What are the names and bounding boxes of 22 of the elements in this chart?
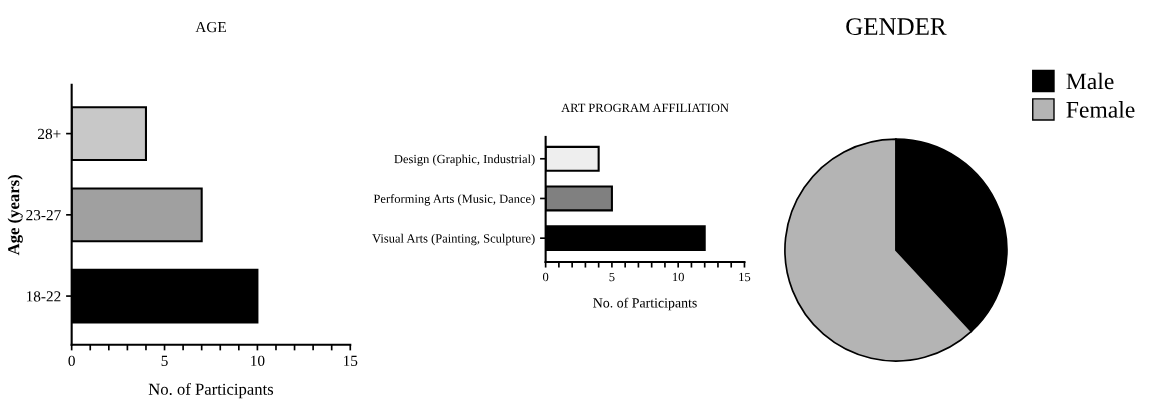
chart-title: ART PROGRAM AFFILIATION — [561, 103, 729, 113]
y-tick-label: 23-27 — [26, 210, 61, 221]
x-tick-label: 5 — [161, 355, 168, 366]
x-tick-label: 0 — [542, 272, 549, 282]
x-tick-label: 5 — [609, 272, 615, 282]
chart-title: GENDER — [846, 18, 947, 35]
y-tick-label: 18-22 — [26, 291, 61, 302]
legend-label: Male — [1066, 72, 1114, 90]
x-axis-title: No. of Participants — [593, 297, 697, 311]
y-axis-title: Age (years) — [7, 175, 23, 256]
x-tick-label: 10 — [673, 272, 684, 282]
x-tick-label: 0 — [68, 355, 75, 366]
x-axis-title: No. of Participants — [148, 382, 274, 399]
y-tick-label: 28+ — [38, 128, 61, 140]
x-tick-label: 10 — [251, 355, 265, 366]
chart-title: AGE — [195, 21, 226, 33]
x-tick-label: 15 — [739, 272, 751, 282]
y-tick-label: Visual Arts (Painting, Sculpture) — [372, 233, 535, 246]
x-tick-label: 15 — [343, 355, 358, 366]
y-tick-label: Design (Graphic, Industrial) — [394, 154, 535, 166]
y-tick-label: Performing Arts (Music, Dance) — [373, 194, 535, 206]
legend-label: Female — [1066, 101, 1135, 118]
